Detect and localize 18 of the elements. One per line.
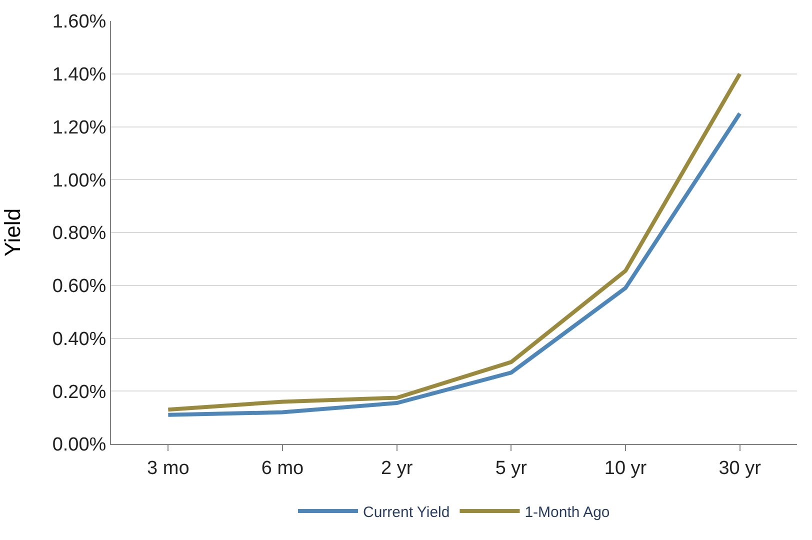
y-axis-title: Yield bbox=[0, 208, 26, 257]
y-tick-label: 0.00% bbox=[52, 434, 106, 456]
y-tick-label: 1.00% bbox=[52, 170, 106, 192]
y-tick-label: 0.20% bbox=[52, 382, 106, 403]
y-tick-label: 1.20% bbox=[52, 117, 106, 138]
y-tick-label: 0.40% bbox=[52, 328, 106, 350]
legend-label: Current Yield bbox=[363, 504, 450, 521]
x-tick-label: 30 yr bbox=[718, 458, 762, 479]
x-tick-label: 5 yr bbox=[495, 458, 528, 479]
x-tick-label: 6 mo bbox=[261, 458, 304, 479]
x-tick-label: 2 yr bbox=[380, 458, 414, 479]
y-tick-label: 1.40% bbox=[52, 64, 106, 86]
y-tick-label: 0.60% bbox=[52, 276, 106, 298]
x-tick-label: 10 yr bbox=[604, 458, 648, 479]
y-tick-label: 0.80% bbox=[52, 223, 106, 244]
y-tick-label: 1.60% bbox=[52, 12, 106, 33]
x-tick-label: 3 mo bbox=[147, 458, 190, 479]
legend-label: 1-Month Ago bbox=[524, 504, 610, 521]
